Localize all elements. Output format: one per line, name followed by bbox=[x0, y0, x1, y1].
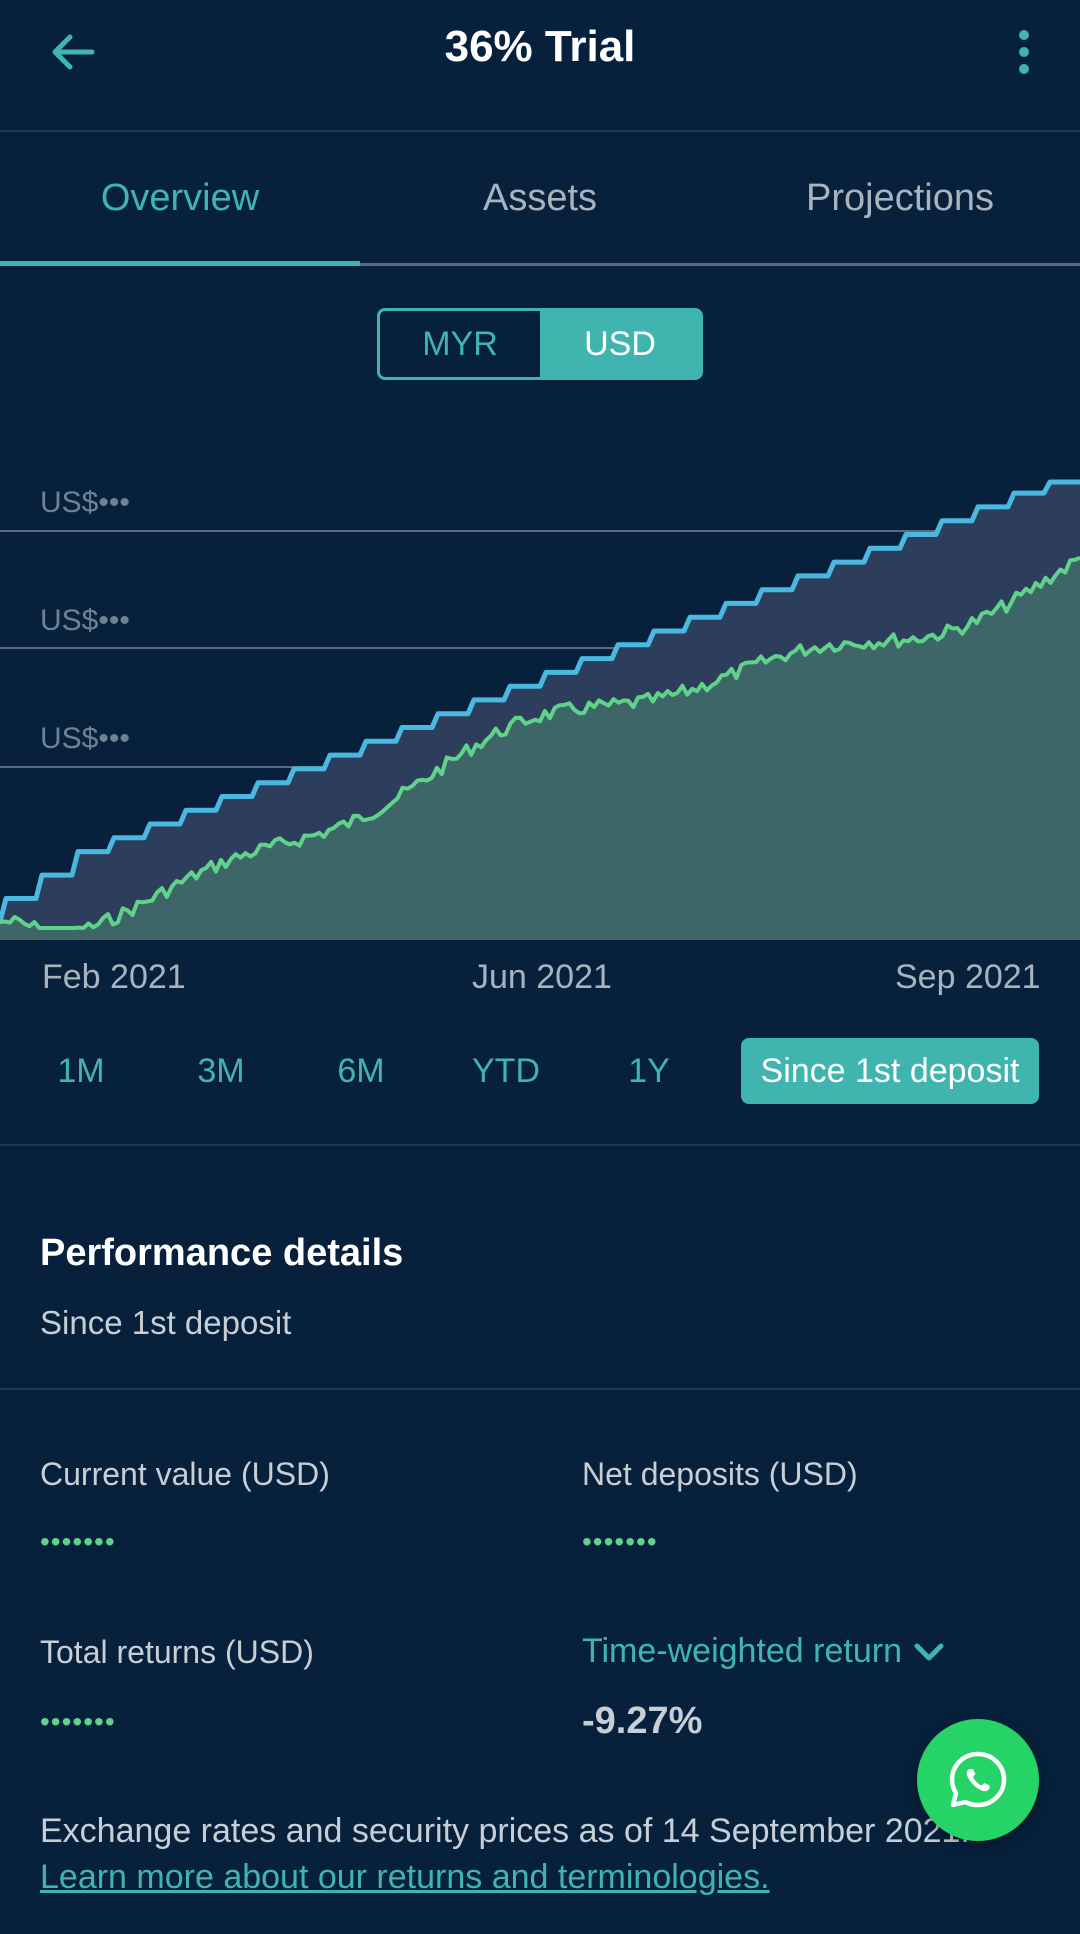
tab-assets[interactable]: Assets bbox=[482, 177, 598, 219]
return-type-label: Time-weighted return bbox=[582, 1632, 902, 1670]
value-series-line bbox=[0, 555, 1080, 930]
range-1y-button[interactable]: 1Y bbox=[628, 1051, 670, 1090]
whatsapp-icon bbox=[949, 1751, 1007, 1808]
whatsapp-chat-button[interactable] bbox=[917, 1719, 1039, 1841]
currency-myr-button[interactable]: MYR bbox=[422, 324, 498, 363]
page-title: 36% Trial bbox=[444, 22, 636, 71]
learn-more-link[interactable]: Learn more about our returns and termino… bbox=[40, 1858, 770, 1896]
return-type-dropdown[interactable]: Time-weighted return bbox=[582, 1632, 946, 1671]
chevron-down-icon bbox=[914, 1643, 944, 1660]
range-3m-button[interactable]: 3M bbox=[197, 1051, 245, 1090]
total-returns-masked: ••••••• bbox=[40, 1706, 116, 1737]
y-tick-label: US$••• bbox=[40, 486, 130, 519]
net-deposits-label: Net deposits (USD) bbox=[582, 1456, 858, 1492]
currency-toggle: MYR USD bbox=[377, 308, 703, 380]
total-returns-label: Total returns (USD) bbox=[40, 1634, 314, 1670]
divider bbox=[0, 1388, 1080, 1390]
y-tick-label: US$••• bbox=[40, 722, 130, 755]
divider bbox=[0, 1144, 1080, 1146]
range-selector: 1M 3M 6M YTD 1Y Since 1st deposit bbox=[0, 1038, 1080, 1104]
tab-bar: Overview Assets Projections bbox=[0, 134, 1080, 266]
x-tick-label: Jun 2021 bbox=[472, 958, 612, 996]
more-options-button[interactable] bbox=[994, 22, 1054, 82]
range-6m-button[interactable]: 6M bbox=[337, 1051, 385, 1090]
x-axis: Feb 2021 Jun 2021 Sep 2021 bbox=[0, 958, 1080, 1002]
section-subtitle: Since 1st deposit bbox=[40, 1304, 292, 1341]
range-since-first-deposit-button[interactable]: Since 1st deposit bbox=[741, 1038, 1039, 1104]
more-vertical-icon bbox=[1019, 30, 1029, 74]
tab-projections[interactable]: Projections bbox=[806, 177, 994, 219]
currency-usd-button[interactable]: USD bbox=[540, 311, 700, 377]
arrow-left-icon bbox=[52, 34, 95, 70]
deposits-series-line bbox=[0, 479, 1080, 923]
x-tick-label: Sep 2021 bbox=[895, 958, 1041, 996]
x-tick-label: Feb 2021 bbox=[42, 958, 186, 996]
time-weighted-return-value: -9.27% bbox=[582, 1700, 703, 1742]
current-value-label: Current value (USD) bbox=[40, 1456, 330, 1492]
value-area bbox=[0, 557, 1080, 940]
net-deposits-masked: ••••••• bbox=[582, 1526, 658, 1557]
section-title: Performance details bbox=[40, 1232, 404, 1274]
range-ytd-button[interactable]: YTD bbox=[472, 1051, 540, 1090]
pricing-note: Exchange rates and security prices as of… bbox=[40, 1812, 970, 1850]
performance-chart[interactable] bbox=[0, 470, 1080, 940]
tab-overview[interactable]: Overview bbox=[0, 134, 360, 266]
range-1m-button[interactable]: 1M bbox=[57, 1051, 105, 1090]
back-button[interactable] bbox=[40, 22, 104, 82]
current-value-masked: ••••••• bbox=[40, 1526, 116, 1557]
top-app-bar: 36% Trial bbox=[0, 0, 1080, 132]
y-tick-label: US$••• bbox=[40, 604, 130, 637]
